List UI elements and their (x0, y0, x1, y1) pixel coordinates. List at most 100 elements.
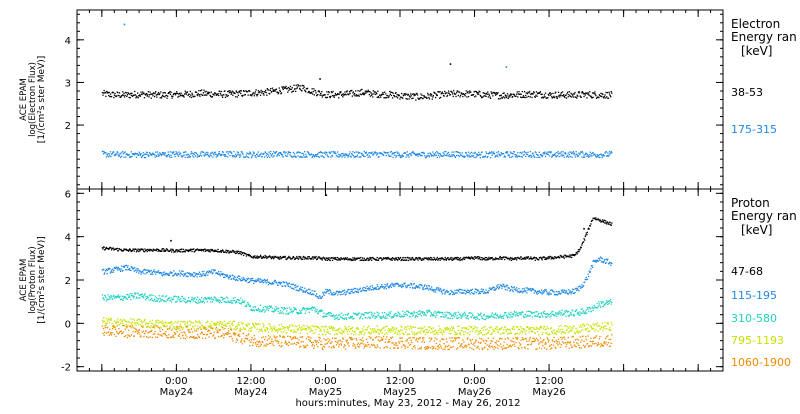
proton-data-point (536, 311, 537, 312)
proton-data-point (611, 222, 612, 223)
electron-data-point (611, 151, 612, 152)
electron-data-point (497, 154, 498, 155)
proton-data-point (219, 302, 220, 303)
electron-data-point (535, 152, 536, 153)
proton-data-point (220, 301, 221, 302)
proton-data-point (231, 252, 232, 253)
electron-data-point (462, 152, 463, 153)
electron-data-point (190, 153, 191, 154)
proton-data-point (577, 253, 578, 254)
proton-data-point (550, 313, 551, 314)
electron-data-point (406, 156, 407, 157)
electron-data-point (154, 154, 155, 155)
electron-data-point (555, 92, 556, 93)
proton-data-point (397, 314, 398, 315)
proton-data-point (138, 324, 139, 325)
electron-data-point (138, 97, 139, 98)
electron-data-point (590, 152, 591, 153)
proton-data-point (172, 272, 173, 273)
electron-data-point (204, 155, 205, 156)
electron-data-point (147, 94, 148, 95)
electron-data-point (148, 91, 149, 92)
proton-data-point (112, 298, 113, 299)
electron-data-point (593, 152, 594, 153)
electron-data-point (560, 155, 561, 156)
proton-data-point (541, 289, 542, 290)
proton-data-point (383, 288, 384, 289)
proton-data-point (261, 279, 262, 280)
proton-data-point (339, 319, 340, 320)
electron-data-point (343, 93, 344, 94)
electron-data-point (331, 151, 332, 152)
electron-data-point (429, 98, 430, 99)
electron-data-point (385, 93, 386, 94)
electron-data-point (602, 157, 603, 158)
proton-data-point (458, 291, 459, 292)
electron-data-point (539, 157, 540, 158)
electron-data-point (237, 96, 238, 97)
proton-data-point (353, 313, 354, 314)
electron-data-point (604, 96, 605, 97)
electron-data-point (446, 154, 447, 155)
electron-data-point (383, 155, 384, 156)
electron-data-point (189, 96, 190, 97)
proton-data-point (529, 311, 530, 312)
electron-data-point (417, 156, 418, 157)
proton-data-point (127, 299, 128, 300)
proton-data-point (533, 289, 534, 290)
proton-data-point (122, 270, 123, 271)
electron-data-point (261, 92, 262, 93)
electron-data-point (536, 96, 537, 97)
proton-data-point (355, 313, 356, 314)
proton-data-point (603, 305, 604, 306)
electron-data-point (121, 152, 122, 153)
electron-data-point (102, 92, 103, 93)
electron-data-point (344, 157, 345, 158)
electron-data-point (222, 97, 223, 98)
proton-data-point (317, 258, 318, 259)
electron-data-point (491, 151, 492, 152)
proton-data-point (599, 303, 600, 304)
proton-data-point (423, 287, 424, 288)
electron-data-point (403, 95, 404, 96)
electron-data-point (606, 151, 607, 152)
electron-data-point (558, 92, 559, 93)
proton-data-point (488, 290, 489, 291)
proton-data-point (130, 270, 131, 271)
electron-data-point (114, 93, 115, 94)
electron-data-point (553, 96, 554, 97)
proton-data-point (433, 312, 434, 313)
proton-data-point (135, 293, 136, 294)
proton-data-point (282, 286, 283, 287)
proton-data-point (121, 319, 122, 320)
proton-data-point (474, 291, 475, 292)
electron-data-point (434, 155, 435, 156)
proton-data-point (606, 262, 607, 263)
electron-data-point (291, 89, 292, 90)
proton-data-point (588, 276, 589, 277)
proton-data-point (434, 290, 435, 291)
electron-data-point (209, 156, 210, 157)
electron-data-point (604, 155, 605, 156)
proton-data-point (539, 290, 540, 291)
proton-data-point (292, 284, 293, 285)
proton-data-point (478, 293, 479, 294)
proton-data-point (253, 307, 254, 308)
electron-data-point (262, 156, 263, 157)
proton-data-point (275, 280, 276, 281)
electron-data-point (595, 95, 596, 96)
proton-data-point (345, 257, 346, 258)
electron-data-point (599, 154, 600, 155)
electron-data-point (435, 97, 436, 98)
proton-data-point (263, 307, 264, 308)
proton-data-point (378, 260, 379, 261)
electron-data-point (577, 96, 578, 97)
proton-data-point (190, 300, 191, 301)
proton-legend-subtitle: Energy ran (731, 209, 797, 223)
proton-data-point (562, 289, 563, 290)
electron-data-point (197, 95, 198, 96)
proton-data-point (203, 271, 204, 272)
proton-data-point (265, 280, 266, 281)
proton-data-point (252, 278, 253, 279)
proton-data-point (465, 315, 466, 316)
